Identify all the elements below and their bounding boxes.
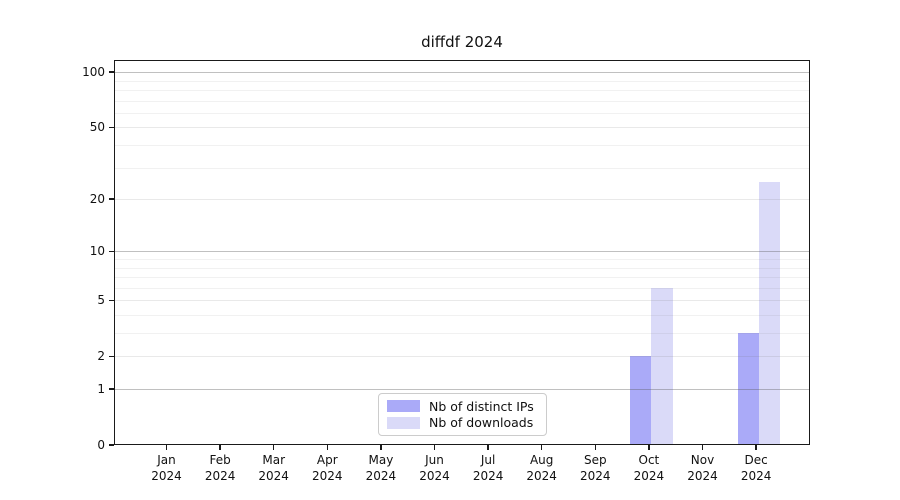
x-tick-label-may: May 2024 (365, 453, 397, 483)
x-tick-label-jun: Jun 2024 (419, 453, 450, 483)
bar-oct-downloads (651, 287, 673, 445)
y-minor-gridline-30 (114, 167, 810, 169)
x-tick-mar (273, 445, 275, 450)
x-tick-label-apr: Apr 2024 (312, 453, 343, 483)
x-tick-label-jan: Jan 2024 (151, 453, 182, 483)
legend: Nb of distinct IPs Nb of downloads (378, 393, 547, 436)
legend-label-distinct-ips: Nb of distinct IPs (429, 398, 534, 414)
y-tick-2 (109, 355, 114, 357)
bar-dec-downloads (758, 181, 781, 445)
y-minor-gridline-9 (114, 259, 810, 260)
y-tick-label-100: 100 (82, 65, 105, 80)
x-tick-jan (165, 445, 168, 450)
legend-item-distinct-ips: Nb of distinct IPs (387, 399, 538, 414)
legend-label-downloads: Nb of downloads (429, 415, 534, 431)
x-tick-label-dec: Dec 2024 (740, 453, 772, 483)
y-minor-gridline-60 (114, 112, 810, 114)
x-tick-label-mar: Mar 2024 (258, 453, 289, 483)
y-tick-label-1: 1 (97, 382, 105, 396)
y-gridline-10 (114, 251, 810, 253)
x-tick-may (380, 445, 382, 450)
y-tick-label-10: 10 (89, 244, 105, 259)
y-minor-gridline-90 (114, 80, 810, 82)
x-tick-oct (648, 445, 650, 450)
y-tick-10 (109, 250, 114, 252)
x-tick-label-feb: Feb 2024 (204, 453, 236, 483)
y-tick-100 (109, 71, 114, 73)
y-tick-50 (109, 126, 114, 129)
x-tick-label-jul: Jul 2024 (472, 453, 504, 483)
x-tick-label-sep: Sep 2024 (580, 453, 611, 483)
plot-area (114, 60, 810, 445)
x-tick-jun (433, 445, 436, 450)
y-tick-20 (109, 198, 114, 200)
y-tick-label-2: 2 (97, 349, 105, 364)
bar-oct-distinct-ips (630, 356, 652, 445)
x-tick-label-aug: Aug 2024 (526, 453, 557, 483)
x-tick-nov (701, 445, 704, 450)
y-minor-gridline-40 (114, 145, 810, 147)
y-tick-label-0: 0 (97, 438, 105, 452)
y-tick-label-50: 50 (89, 120, 105, 135)
bar-dec-distinct-ips (737, 333, 759, 445)
y-gridline-50 (114, 127, 810, 129)
x-tick-jul (487, 445, 489, 450)
y-tick-5 (109, 299, 114, 301)
legend-item-downloads: Nb of downloads (387, 415, 538, 430)
x-tick-feb (219, 445, 221, 450)
y-minor-gridline-4 (114, 314, 810, 316)
x-tick-aug (541, 445, 543, 450)
y-gridline-5 (114, 300, 810, 302)
y-tick-label-5: 5 (97, 293, 105, 308)
y-gridline-20 (114, 199, 810, 201)
y-minor-gridline-6 (114, 287, 810, 289)
y-gridline-2 (114, 356, 810, 358)
y-minor-gridline-8 (114, 267, 810, 269)
y-minor-gridline-70 (114, 100, 810, 102)
chart-title: diffdf 2024 (421, 33, 503, 51)
x-tick-apr (326, 445, 328, 450)
y-minor-gridline-3 (114, 333, 810, 335)
x-tick-dec (755, 445, 757, 450)
y-gridline-100 (114, 72, 810, 74)
x-tick-label-nov: Nov 2024 (687, 453, 718, 483)
x-tick-sep (594, 445, 596, 450)
y-minor-gridline-7 (114, 277, 810, 279)
legend-swatch-distinct-ips (387, 400, 420, 413)
y-tick-1 (109, 388, 114, 390)
y-gridline-1 (114, 389, 810, 390)
y-minor-gridline-80 (114, 90, 810, 92)
x-tick-label-oct: Oct 2024 (633, 453, 665, 483)
y-tick-label-20: 20 (89, 192, 105, 207)
y-tick-0 (109, 444, 114, 446)
legend-swatch-downloads (387, 416, 420, 429)
plot-frame (114, 60, 810, 445)
